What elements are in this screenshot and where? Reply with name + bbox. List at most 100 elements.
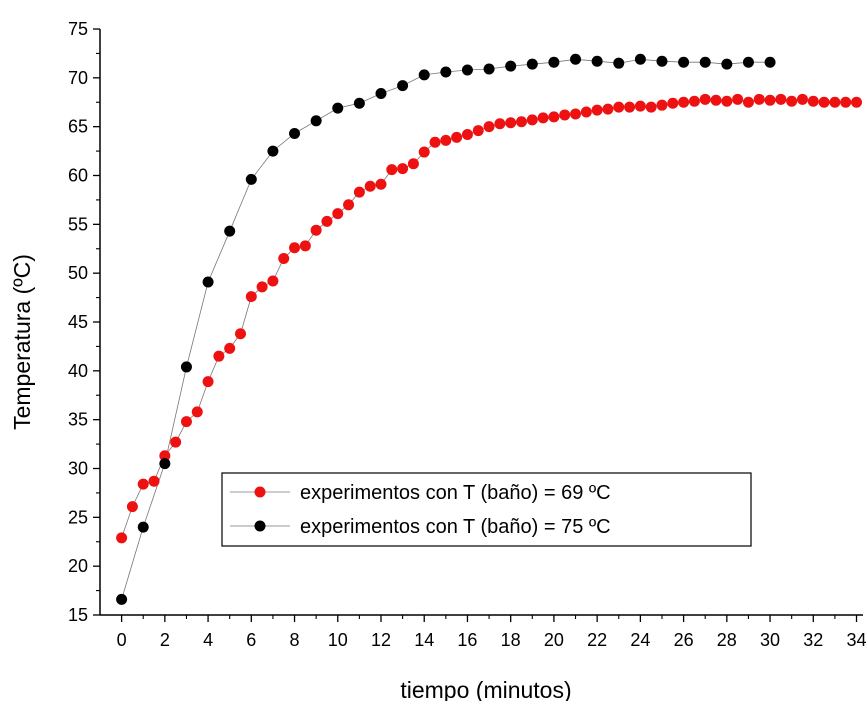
x-tick-label: 2 — [160, 630, 170, 650]
data-point-series-0 — [386, 164, 398, 176]
y-tick-label: 65 — [68, 117, 88, 137]
data-point-series-1 — [505, 60, 517, 72]
data-point-series-0 — [645, 101, 657, 113]
data-point-series-0 — [213, 350, 225, 362]
data-point-series-0 — [634, 100, 646, 112]
data-point-series-1 — [678, 56, 690, 68]
x-tick-label: 16 — [457, 630, 477, 650]
data-point-series-0 — [364, 180, 376, 192]
data-point-series-0 — [721, 95, 733, 107]
data-point-series-0 — [472, 125, 484, 137]
data-point-series-0 — [256, 281, 268, 293]
data-point-series-1 — [310, 115, 322, 127]
x-tick-label: 32 — [803, 630, 823, 650]
x-tick-label: 4 — [203, 630, 213, 650]
x-tick-label: 26 — [674, 630, 694, 650]
data-point-series-0 — [515, 116, 527, 128]
data-point-series-0 — [840, 96, 852, 108]
legend-entry-75: experimentos con T (baño) = 75 ºC — [230, 516, 611, 538]
data-point-series-1 — [289, 128, 301, 140]
y-tick-label: 75 — [68, 19, 88, 39]
x-tick-label: 34 — [846, 630, 866, 650]
x-tick-label: 22 — [587, 630, 607, 650]
data-point-series-0 — [807, 95, 819, 107]
data-point-series-0 — [180, 416, 192, 428]
y-tick-label: 40 — [68, 361, 88, 381]
x-tick-label: 20 — [544, 630, 564, 650]
data-point-series-0 — [159, 450, 171, 462]
data-point-series-0 — [742, 96, 754, 108]
data-point-series-1 — [418, 69, 430, 81]
data-point-series-1 — [440, 66, 452, 78]
data-point-series-0 — [440, 134, 452, 146]
data-point-series-0 — [559, 109, 571, 121]
data-point-series-0 — [126, 501, 138, 513]
data-point-series-0 — [505, 117, 517, 129]
data-point-series-0 — [570, 108, 582, 120]
data-point-series-1 — [613, 57, 625, 69]
data-point-series-0 — [375, 178, 387, 190]
y-axis-title: Temperatura (ºC) — [9, 254, 35, 430]
data-point-series-1 — [570, 53, 582, 65]
y-tick-label: 25 — [68, 507, 88, 527]
data-point-series-1 — [699, 56, 711, 68]
data-point-series-0 — [191, 406, 203, 418]
series-points — [116, 53, 863, 605]
legend-marker-69 — [254, 486, 266, 498]
data-point-series-1 — [742, 56, 754, 68]
data-point-series-0 — [753, 93, 765, 105]
data-point-series-0 — [397, 163, 409, 175]
data-point-series-0 — [818, 96, 830, 108]
data-point-series-0 — [148, 475, 160, 487]
data-point-series-0 — [526, 114, 538, 126]
data-point-series-1 — [375, 87, 387, 99]
data-point-series-1 — [353, 97, 365, 109]
data-point-series-0 — [202, 376, 214, 388]
data-point-series-0 — [429, 136, 441, 148]
data-point-series-1 — [332, 102, 344, 114]
data-point-series-0 — [343, 199, 355, 211]
data-point-series-0 — [137, 478, 149, 490]
data-point-series-0 — [678, 96, 690, 108]
y-tick-label: 70 — [68, 68, 88, 88]
data-point-series-0 — [548, 111, 560, 123]
data-point-series-1 — [116, 593, 128, 605]
data-point-series-0 — [418, 146, 430, 158]
legend-entry-69: experimentos con T (baño) = 69 ºC — [230, 482, 611, 504]
data-point-series-0 — [624, 101, 636, 113]
x-tick-label: 8 — [290, 630, 300, 650]
data-point-series-1 — [397, 80, 409, 92]
x-axis-title: tiempo (minutos) — [400, 677, 571, 701]
data-point-series-0 — [764, 94, 776, 106]
data-point-series-1 — [634, 53, 646, 65]
data-point-series-0 — [688, 95, 700, 107]
data-point-series-1 — [137, 521, 149, 533]
data-point-series-1 — [548, 56, 560, 68]
x-tick-label: 6 — [246, 630, 256, 650]
data-point-series-0 — [289, 242, 301, 254]
data-point-series-0 — [278, 253, 290, 265]
data-point-series-1 — [267, 145, 279, 157]
x-tick-label: 0 — [117, 630, 127, 650]
data-point-series-0 — [851, 96, 863, 108]
data-point-series-0 — [407, 158, 419, 170]
data-point-series-0 — [699, 93, 711, 105]
series-line-0 — [121, 98, 857, 538]
data-point-series-0 — [321, 215, 333, 227]
data-point-series-0 — [537, 112, 549, 124]
x-tick-label: 30 — [760, 630, 780, 650]
x-tick-label: 28 — [717, 630, 737, 650]
x-tick-label: 18 — [501, 630, 521, 650]
data-point-series-0 — [494, 118, 506, 130]
data-point-series-0 — [732, 93, 744, 105]
data-point-series-0 — [310, 224, 322, 236]
data-point-series-0 — [461, 128, 473, 140]
data-point-series-0 — [170, 436, 182, 448]
data-point-series-0 — [602, 103, 614, 115]
y-tick-label: 45 — [68, 312, 88, 332]
data-point-series-0 — [299, 240, 311, 252]
data-point-series-0 — [796, 93, 808, 105]
data-point-series-0 — [591, 104, 603, 116]
data-point-series-0 — [829, 96, 841, 108]
